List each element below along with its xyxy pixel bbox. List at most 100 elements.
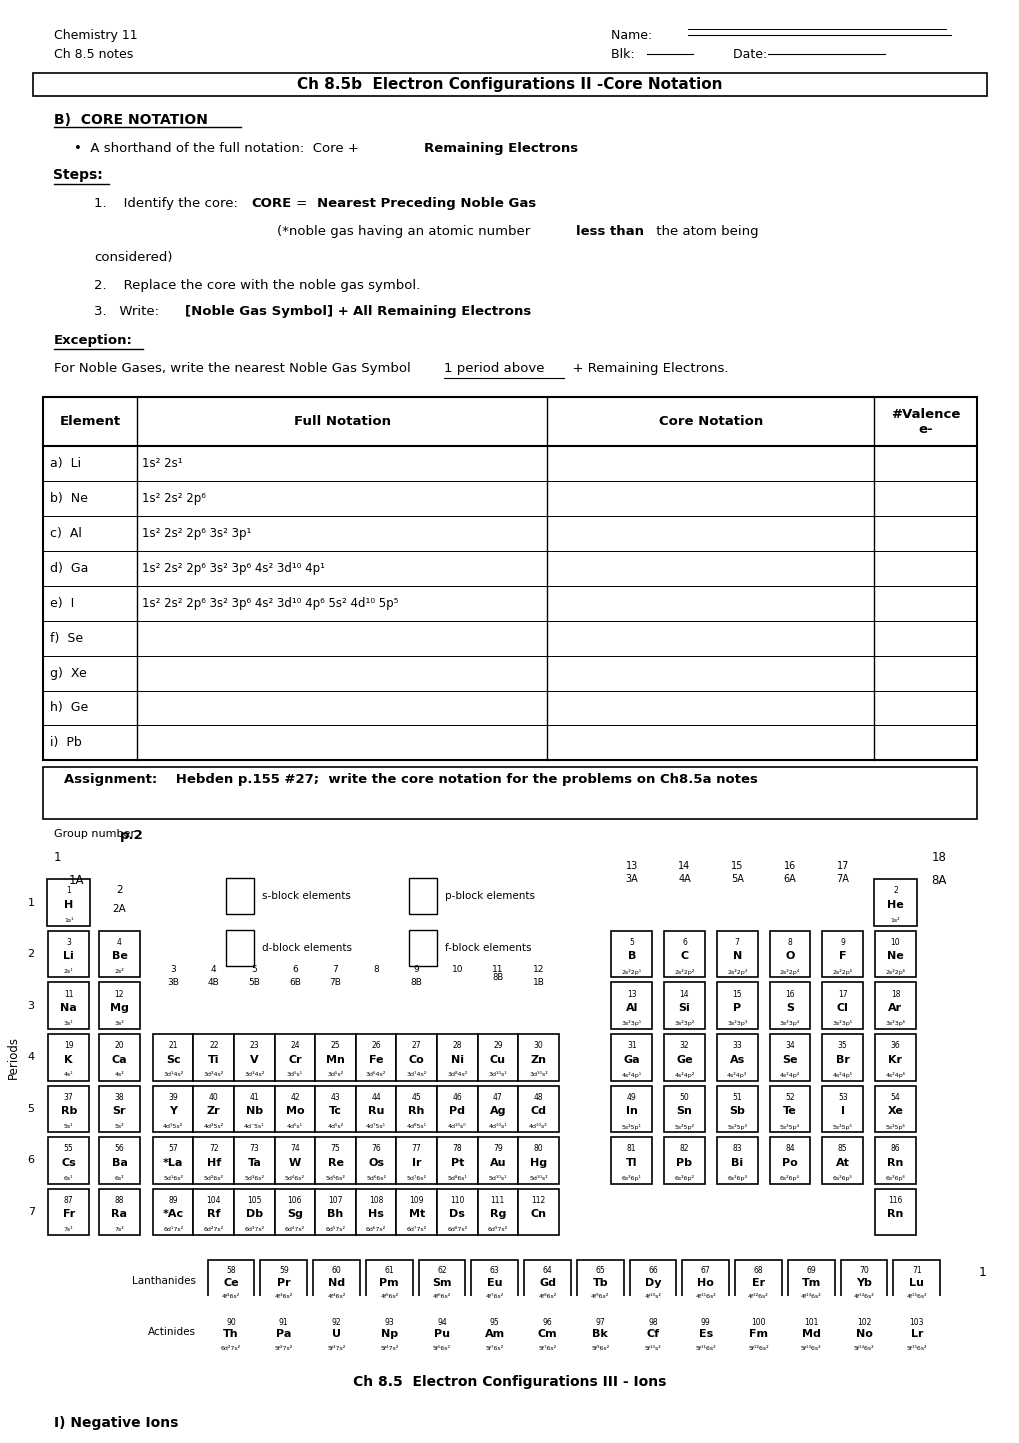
Text: 3s²3p⁶: 3s²3p⁶ — [884, 1020, 905, 1026]
Text: Se: Se — [782, 1055, 797, 1065]
Bar — [409, 929, 436, 965]
Text: 29: 29 — [492, 1042, 502, 1051]
FancyBboxPatch shape — [34, 72, 985, 95]
Text: Er: Er — [751, 1278, 764, 1289]
Text: 4s²4p²: 4s²4p² — [674, 1072, 694, 1078]
Text: 102: 102 — [856, 1317, 870, 1326]
Text: CORE: CORE — [251, 196, 291, 209]
Text: 6s²6p¹: 6s²6p¹ — [622, 1175, 641, 1182]
Text: 50: 50 — [679, 1092, 689, 1102]
Text: 36: 36 — [890, 1042, 900, 1051]
Text: 6B: 6B — [288, 978, 301, 987]
Text: 57: 57 — [168, 1144, 178, 1153]
Text: Y: Y — [169, 1107, 177, 1117]
Text: 4s²: 4s² — [114, 1072, 124, 1078]
Text: 4f¹¹6s²: 4f¹¹6s² — [695, 1294, 715, 1299]
Bar — [48, 1035, 89, 1081]
Bar — [610, 1035, 651, 1081]
Text: 84: 84 — [785, 1144, 794, 1153]
Text: 52: 52 — [785, 1092, 794, 1102]
Text: Fe: Fe — [369, 1055, 383, 1065]
Bar — [233, 1085, 274, 1133]
Bar — [610, 1085, 651, 1133]
Text: Tb: Tb — [592, 1278, 607, 1289]
Bar — [396, 1035, 436, 1081]
Text: 60: 60 — [331, 1266, 341, 1276]
Text: 71: 71 — [911, 1266, 921, 1276]
Bar — [874, 1137, 915, 1183]
Text: Es: Es — [698, 1329, 712, 1339]
Bar — [769, 1085, 809, 1133]
Text: Tl: Tl — [626, 1157, 637, 1167]
Bar — [610, 931, 651, 977]
Text: 97: 97 — [595, 1317, 604, 1326]
Text: 63: 63 — [489, 1266, 499, 1276]
Text: K: K — [64, 1055, 73, 1065]
Text: 2: 2 — [116, 885, 122, 895]
Bar — [313, 1312, 360, 1354]
Text: 1: 1 — [978, 1266, 985, 1278]
Text: Ti: Ti — [208, 1055, 219, 1065]
Bar — [769, 1137, 809, 1183]
Text: 4: 4 — [28, 1052, 35, 1062]
Text: 4d¹⁰s²: 4d¹⁰s² — [529, 1124, 547, 1128]
Text: 4d¹⁰s¹: 4d¹⁰s¹ — [488, 1124, 506, 1128]
Text: 87: 87 — [64, 1196, 73, 1205]
Text: 3s²3p²: 3s²3p² — [674, 1020, 694, 1026]
Text: Md: Md — [801, 1329, 820, 1339]
Text: 5d⁸6s¹: 5d⁸6s¹ — [446, 1176, 467, 1180]
Text: 3d⁵s¹: 3d⁵s¹ — [286, 1072, 303, 1078]
Text: Os: Os — [368, 1157, 384, 1167]
Text: 6: 6 — [291, 965, 298, 974]
Text: Mo: Mo — [285, 1107, 304, 1117]
Text: 5A: 5A — [730, 874, 743, 885]
Text: 5B: 5B — [249, 978, 260, 987]
Text: 5f¹¹6s²: 5f¹¹6s² — [695, 1346, 715, 1351]
Text: 1s²: 1s² — [890, 918, 900, 922]
Text: Pm: Pm — [379, 1278, 398, 1289]
Text: 5f¹⁰s²: 5f¹⁰s² — [644, 1346, 660, 1351]
Bar — [893, 1260, 940, 1302]
Text: P: P — [733, 1003, 741, 1013]
Text: 13: 13 — [627, 990, 636, 999]
Text: 46: 46 — [452, 1092, 462, 1102]
Text: Ni: Ni — [450, 1055, 464, 1065]
Bar — [48, 983, 89, 1029]
Text: 5d²6s²: 5d²6s² — [204, 1176, 223, 1180]
Bar — [313, 1260, 360, 1302]
Text: Assignment:    Hebden p.155 #27;  write the core notation for the problems on Ch: Assignment: Hebden p.155 #27; write the … — [63, 773, 757, 786]
Text: 99: 99 — [700, 1317, 710, 1326]
Text: Ds: Ds — [449, 1209, 465, 1219]
Text: Np: Np — [380, 1329, 397, 1339]
Text: =: = — [291, 196, 311, 209]
Text: 62: 62 — [437, 1266, 446, 1276]
Bar — [260, 1312, 307, 1354]
Text: Ne: Ne — [887, 951, 903, 961]
Text: Hg: Hg — [529, 1157, 546, 1167]
Text: Be: Be — [111, 951, 127, 961]
Bar — [396, 1189, 436, 1235]
Bar — [260, 1260, 307, 1302]
Text: Cl: Cl — [836, 1003, 848, 1013]
Text: U: U — [332, 1329, 340, 1339]
Text: #Valence
e-: #Valence e- — [890, 407, 959, 436]
Text: Bi: Bi — [731, 1157, 743, 1167]
Text: 5d⁴6s²: 5d⁴6s² — [284, 1176, 305, 1180]
Text: Blk:: Blk: — [610, 48, 639, 61]
Text: 18: 18 — [890, 990, 900, 999]
Text: 6s²6p²: 6s²6p² — [674, 1175, 694, 1182]
Text: Lr: Lr — [910, 1329, 922, 1339]
Text: Sn: Sn — [676, 1107, 692, 1117]
Text: 4f¹⁴6s²: 4f¹⁴6s² — [853, 1294, 873, 1299]
Bar — [153, 1035, 194, 1081]
Text: 3d¹⁰s²: 3d¹⁰s² — [529, 1072, 547, 1078]
Text: B)  CORE NOTATION: B) CORE NOTATION — [53, 113, 207, 127]
Text: 76: 76 — [371, 1144, 380, 1153]
Text: 3: 3 — [170, 965, 176, 974]
Bar — [821, 983, 862, 1029]
Text: 69: 69 — [806, 1266, 815, 1276]
Text: 1 period above: 1 period above — [443, 362, 544, 375]
Text: 1s² 2s¹: 1s² 2s¹ — [142, 457, 182, 470]
Bar — [48, 1085, 89, 1133]
Text: 5d¹6s²: 5d¹6s² — [163, 1176, 183, 1180]
